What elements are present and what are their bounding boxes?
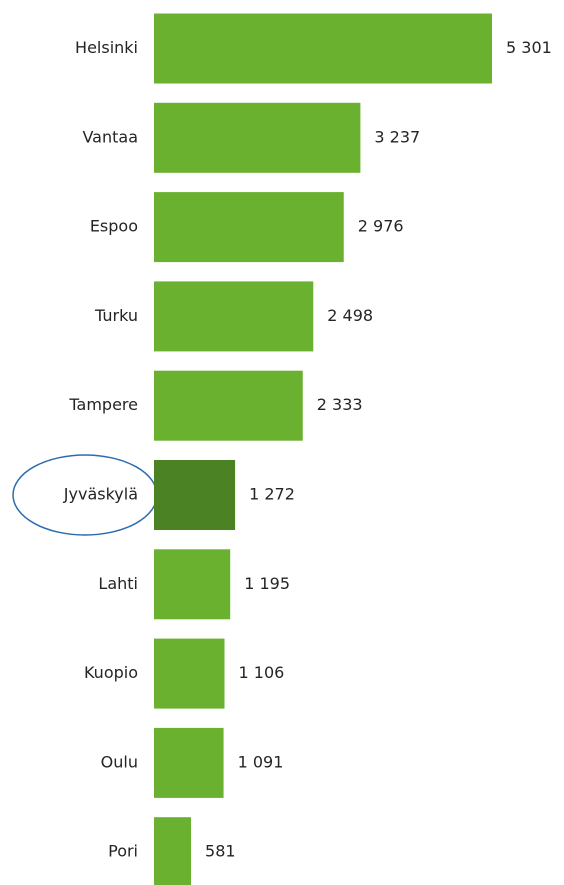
category-label: Oulu (101, 752, 138, 771)
category-label: Pori (108, 842, 138, 861)
bar (154, 549, 231, 620)
value-label: 2 976 (358, 217, 404, 236)
value-label: 2 333 (317, 395, 363, 414)
bar (154, 281, 314, 352)
value-label: 3 237 (374, 127, 420, 146)
category-label: Jyväskylä (63, 485, 138, 504)
bar (154, 102, 361, 173)
category-label: Turku (94, 306, 138, 325)
bar (154, 370, 303, 441)
category-label: Helsinki (75, 38, 138, 57)
category-label: Vantaa (82, 127, 138, 146)
value-label: 5 301 (506, 38, 552, 57)
value-label: 1 091 (238, 752, 284, 771)
value-label: 1 272 (249, 485, 295, 504)
value-label: 1 106 (239, 663, 285, 682)
value-label: 1 195 (244, 574, 290, 593)
category-label: Kuopio (84, 663, 138, 682)
bar (154, 460, 236, 530)
category-label: Lahti (98, 574, 138, 593)
bar (154, 192, 344, 263)
bar (154, 638, 225, 709)
bar (154, 727, 224, 798)
bar (154, 13, 492, 84)
value-label: 2 498 (327, 306, 373, 325)
category-label: Tampere (68, 395, 138, 414)
category-label: Espoo (90, 217, 138, 236)
value-label: 581 (205, 842, 236, 861)
bar (154, 817, 192, 885)
